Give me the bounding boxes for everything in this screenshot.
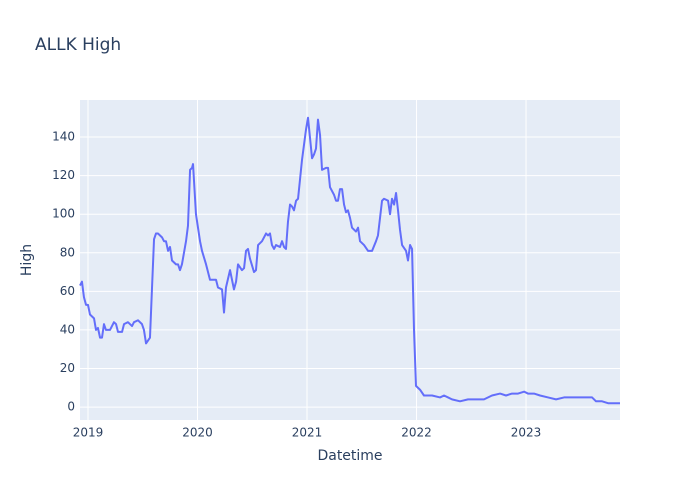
x-tick-label: 2019	[73, 426, 104, 440]
y-tick-label: 20	[60, 361, 75, 375]
x-tick-label: 2020	[182, 426, 213, 440]
y-tick-label: 100	[52, 207, 75, 221]
chart-title: ALLK High	[35, 35, 121, 55]
y-tick-label: 140	[52, 130, 75, 144]
data-line	[79, 116, 620, 405]
y-tick-label: 60	[60, 284, 75, 298]
y-axis-label: High	[19, 244, 35, 276]
y-tick-label: 80	[60, 245, 75, 259]
x-tick-label: 2021	[292, 426, 323, 440]
y-tick-label: 120	[52, 168, 75, 182]
x-tick-label: 2023	[511, 426, 542, 440]
x-tick-label: 2022	[401, 426, 432, 440]
y-tick-label: 40	[60, 322, 75, 336]
y-tick-label: 0	[67, 400, 75, 414]
plot-area	[80, 100, 620, 420]
x-axis-label: Datetime	[317, 448, 382, 464]
